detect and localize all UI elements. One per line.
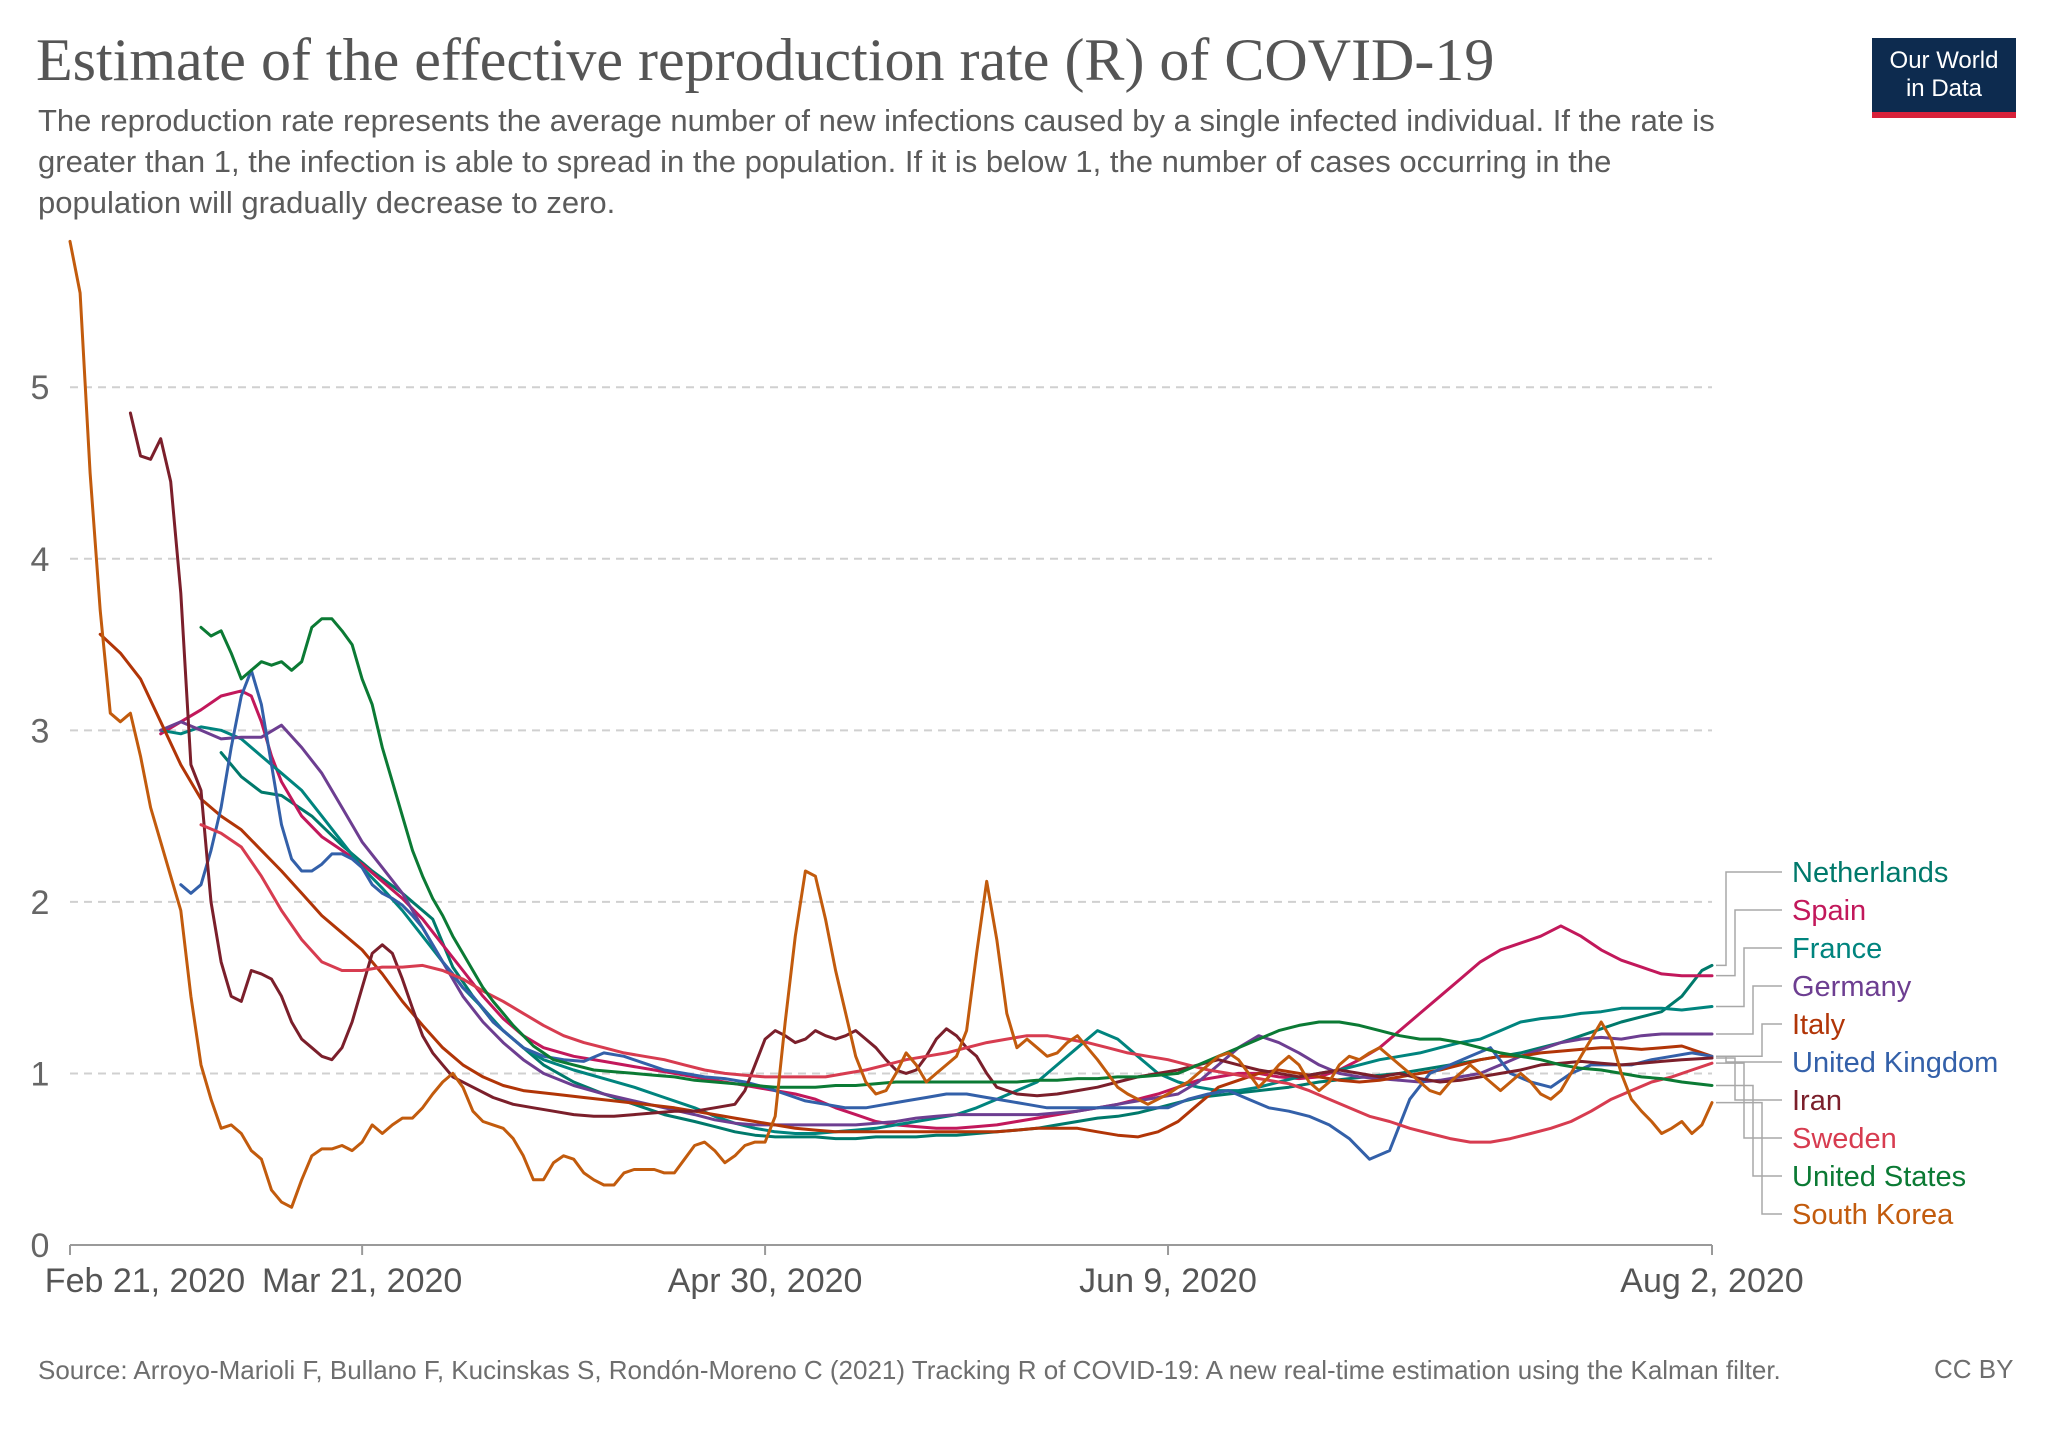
series-line-sweden[interactable]	[199, 823, 1714, 1144]
legend-label-italy[interactable]: Italy	[1792, 1009, 1846, 1041]
x-tick-label: Mar 21, 2020	[262, 1262, 462, 1300]
legend-label-south-korea[interactable]: South Korea	[1792, 1199, 1954, 1231]
legend-label-iran[interactable]: Iran	[1792, 1085, 1842, 1117]
legend-connector	[1716, 947, 1782, 1008]
x-tick-label: Aug 2, 2020	[1620, 1262, 1803, 1300]
series-line-united-kingdom[interactable]	[179, 668, 1714, 1161]
y-tick-label: 3	[31, 712, 50, 750]
legend-connector	[1716, 1055, 1782, 1063]
series-lines	[68, 239, 1714, 1209]
license-link[interactable]: CC BY	[1934, 1354, 2014, 1384]
legend-label-germany[interactable]: Germany	[1792, 971, 1912, 1003]
legend-connector	[1716, 985, 1782, 1035]
logo-line-2: in Data	[1905, 75, 1983, 102]
source-note: Source: Arroyo-Marioli F, Bullano F, Kuc…	[38, 1355, 1781, 1385]
logo-line-1: Our World	[1889, 47, 1999, 74]
y-tick-label: 5	[31, 369, 50, 407]
x-tick-label: Apr 30, 2020	[668, 1262, 863, 1300]
chart-title: Estimate of the effective reproduction r…	[36, 27, 1495, 93]
series-line-spain[interactable]	[159, 689, 1714, 1130]
legend-connector	[1716, 1023, 1782, 1058]
y-tick-label: 1	[31, 1055, 50, 1093]
legend-connector	[1716, 1062, 1782, 1139]
series-line-italy[interactable]	[98, 632, 1714, 1139]
series-line-france[interactable]	[159, 725, 1714, 1135]
line-chart: 0 1 2 3 4 5 Feb 21, 2020 Mar 21, 2020 Apr 30, 20…	[31, 239, 1998, 1300]
legend-connector	[1716, 909, 1782, 977]
legend-label-united-kingdom[interactable]: United Kingdom	[1792, 1047, 1998, 1079]
y-tick-label: 0	[31, 1227, 50, 1265]
series-line-united-states[interactable]	[199, 617, 1714, 1089]
legend-connector	[1716, 871, 1782, 967]
grid-lines	[70, 386, 1712, 1075]
y-tick-label: 2	[31, 884, 50, 922]
legend-label-netherlands[interactable]: Netherlands	[1792, 857, 1948, 889]
legend-connector	[1716, 1057, 1782, 1101]
axes: 0 1 2 3 4 5 Feb 21, 2020 Mar 21, 2020 Apr 30, 20…	[31, 369, 1804, 1300]
legend-label-france[interactable]: France	[1792, 933, 1882, 965]
chart-subtitle: The reproduction rate represents the ave…	[38, 103, 1715, 220]
x-tick-label: Feb 21, 2020	[45, 1262, 245, 1300]
legend-label-spain[interactable]: Spain	[1792, 895, 1866, 927]
y-tick-label: 4	[31, 541, 50, 579]
series-line-south-korea[interactable]	[68, 239, 1714, 1209]
legend-connector	[1716, 1101, 1782, 1215]
series-line-iran[interactable]	[128, 411, 1714, 1118]
x-tick-label: Jun 9, 2020	[1079, 1262, 1257, 1300]
legend-label-sweden[interactable]: Sweden	[1792, 1123, 1897, 1155]
legend-label-united-states[interactable]: United States	[1792, 1161, 1966, 1193]
legend: Netherlands Spain France Germany Italy United…	[1716, 857, 1998, 1231]
legend-connector	[1716, 1084, 1782, 1177]
owid-logo[interactable]: Our World in Data	[1872, 38, 2016, 118]
